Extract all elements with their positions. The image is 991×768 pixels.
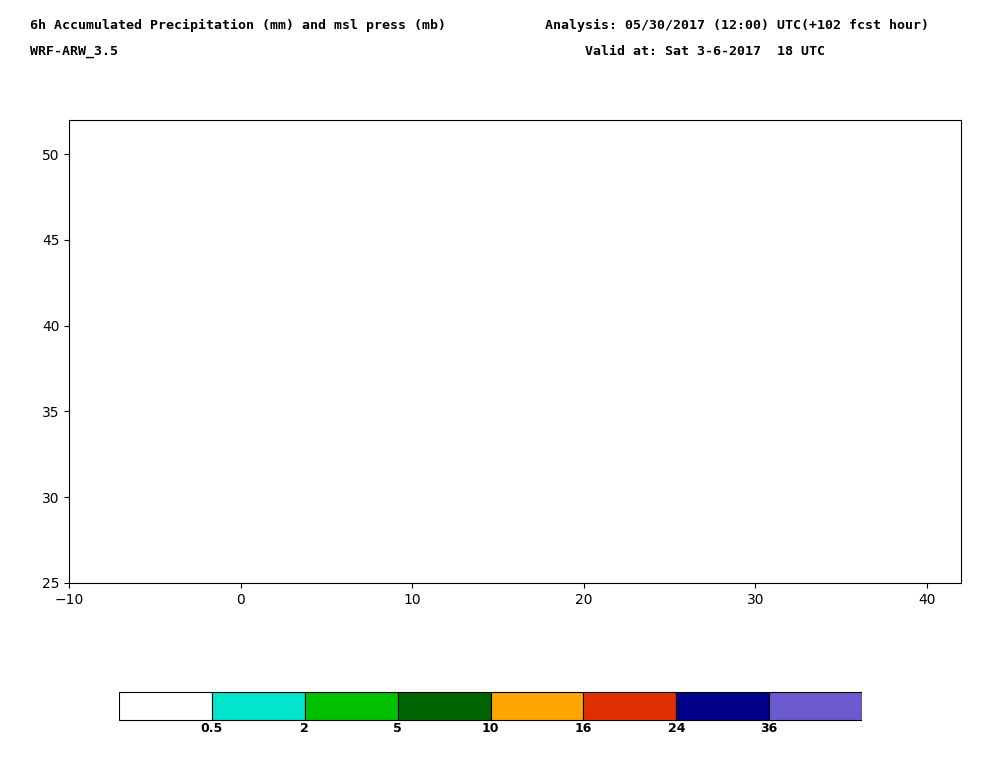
- Text: 0.5: 0.5: [201, 722, 223, 735]
- Bar: [212, 693, 305, 720]
- Bar: [769, 693, 862, 720]
- Text: Valid at: Sat 3-6-2017  18 UTC: Valid at: Sat 3-6-2017 18 UTC: [585, 45, 825, 58]
- Text: 16: 16: [575, 722, 593, 735]
- Text: 24: 24: [668, 722, 685, 735]
- Bar: [676, 693, 769, 720]
- Text: 36: 36: [761, 722, 778, 735]
- Bar: [305, 693, 397, 720]
- Bar: [491, 693, 584, 720]
- Text: WRF-ARW_3.5: WRF-ARW_3.5: [30, 45, 118, 58]
- Bar: [584, 693, 676, 720]
- Text: 5: 5: [393, 722, 402, 735]
- Text: 10: 10: [482, 722, 499, 735]
- Text: 2: 2: [300, 722, 309, 735]
- Bar: [119, 693, 212, 720]
- Text: 6h Accumulated Precipitation (mm) and msl press (mb): 6h Accumulated Precipitation (mm) and ms…: [30, 19, 446, 32]
- Text: Analysis: 05/30/2017 (12:00) UTC(+102 fcst hour): Analysis: 05/30/2017 (12:00) UTC(+102 fc…: [545, 19, 929, 32]
- Bar: [397, 693, 491, 720]
